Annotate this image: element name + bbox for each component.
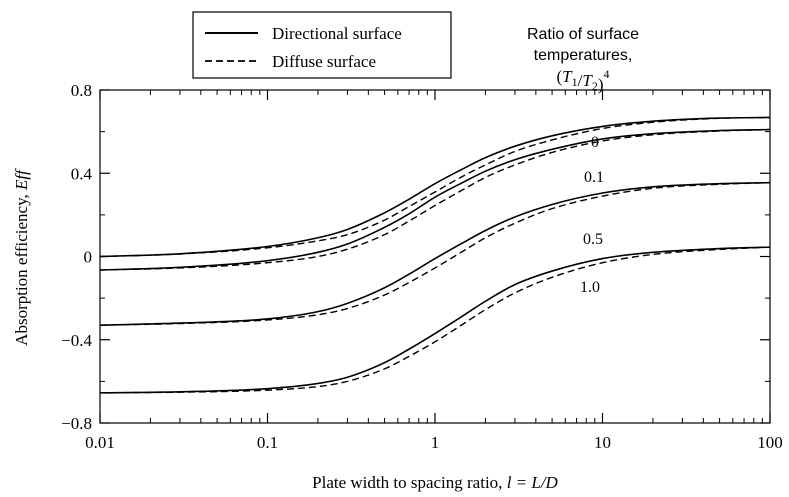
y-tick-label: 0.4 [71,164,93,183]
y-tick-label: 0 [84,248,93,267]
curve-dashed-0 [99,116,771,258]
curve-solid-0 [99,116,771,258]
x-tick-label: 0.01 [85,433,115,452]
ratio-annotation-line3: (T1/T2)4 [556,67,609,94]
y-tick-label: −0.8 [61,414,92,433]
y-tick-labels: −0.8 −0.4 0 0.4 0.8 [61,81,92,433]
curve-label-0: 0 [591,134,599,151]
y-axis-label: Absorption efficiency, Eff [12,168,31,346]
ratio-annotation-line1: Ratio of surface [527,26,639,43]
x-tick-label: 0.1 [257,433,278,452]
x-tick-label: 10 [594,433,611,452]
curve-solid-1.0 [99,246,771,394]
legend-box [192,11,452,79]
curve-solid-0.1 [99,128,771,271]
curve-solid-0.5 [99,181,771,326]
curve-label-0.1: 0.1 [584,169,604,186]
x-tick-label: 1 [431,433,440,452]
legend: Directional surface Diffuse surface [192,11,452,79]
x-axis-label: Plate width to spacing ratio, l = L/D [312,473,558,492]
minor-ticks [100,90,770,423]
ratio-annotation-line2: temperatures, [534,47,633,64]
legend-diffuse-label: Diffuse surface [272,52,376,71]
x-tick-label: 100 [757,433,783,452]
major-ticks [99,89,771,424]
curve-dashed-0.1 [99,128,771,271]
y-tick-label: 0.8 [71,81,92,100]
curve-label-1.0: 1.0 [580,279,600,296]
curve-label-0.5: 0.5 [583,231,603,248]
curves [99,116,771,394]
curve-dashed-1.0 [99,246,771,394]
legend-directional-label: Directional surface [272,24,402,43]
plot-frame [99,89,771,424]
x-tick-labels: 0.01 0.1 1 10 100 [85,433,783,452]
curve-dashed-0.5 [99,181,771,326]
ratio-annotation: Ratio of surface temperatures, (T1/T2)4 [527,26,639,94]
y-tick-label: −0.4 [61,331,92,350]
